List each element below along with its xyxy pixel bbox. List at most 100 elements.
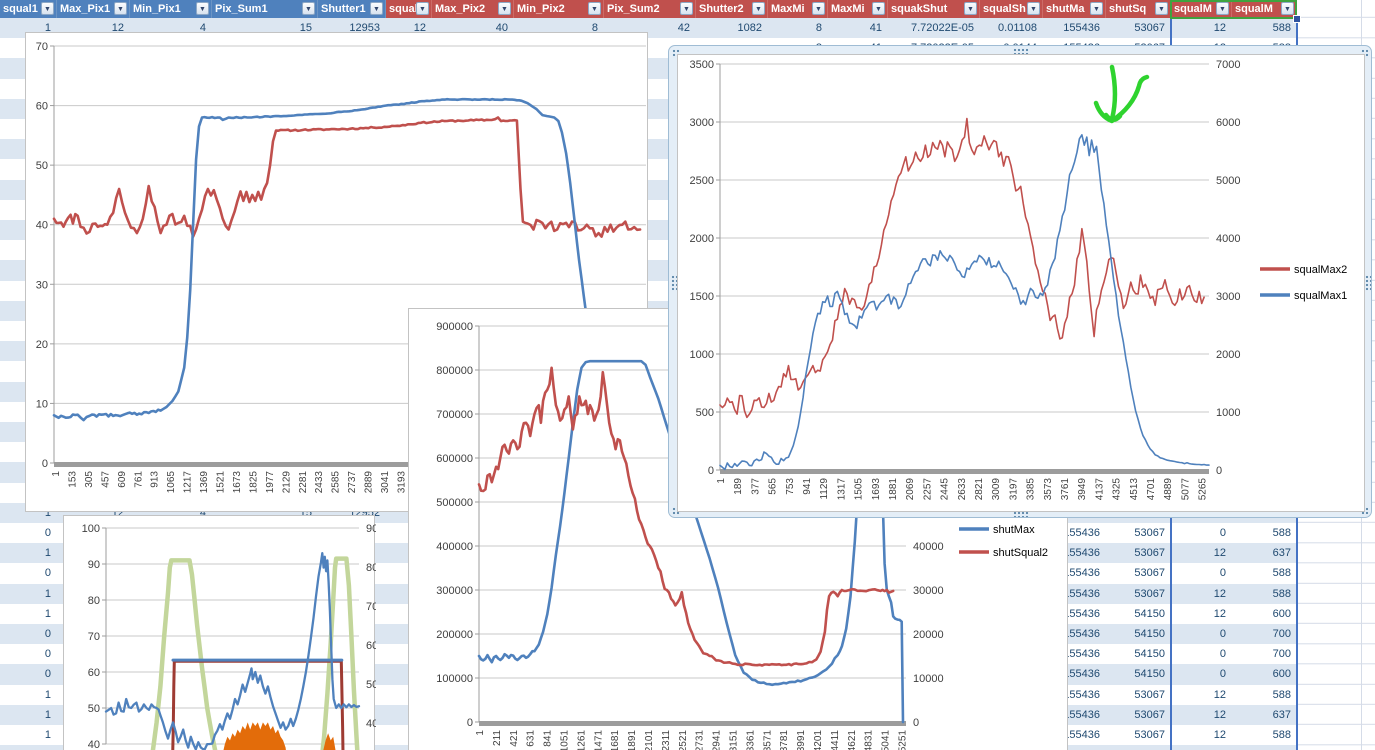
column-header-squalm1[interactable]: squalM ▼ [1171,0,1232,18]
chart-resize-handle[interactable] [1365,274,1371,291]
cell-squal1[interactable]: 1 [44,22,51,34]
cell-squal1[interactable]: 1 [44,547,51,560]
filter-dropdown-icon[interactable]: ▼ [114,2,127,15]
chart-resize-handle[interactable] [1013,48,1029,54]
cell-squalm1[interactable]: 0 [1219,567,1226,580]
cell-squalm2[interactable]: 588 [1272,587,1291,600]
cell-shutsq[interactable]: 53067 [1134,547,1165,560]
cell-squalm2[interactable]: 588 [1272,567,1291,580]
chart-resize-handle[interactable] [672,507,681,516]
cell-squalm1[interactable]: 12 [1213,22,1226,34]
cell-squal1[interactable]: 1 [0,503,51,523]
cell-shutter1[interactable]: 12953 [349,22,380,34]
cell-shutsq[interactable]: 54150 [1134,607,1165,620]
column-header-max_pix1[interactable]: Max_Pix1 ▼ [57,0,130,18]
column-header-shutma[interactable]: shutMa ▼ [1043,0,1106,18]
column-header-min_pix1[interactable]: Min_Pix1 ▼ [130,0,212,18]
cell-squalm2[interactable]: 637 [1272,547,1291,560]
cell-squal2[interactable]: 12 [413,22,426,34]
cell-shutma[interactable]: 155436 [1063,587,1100,600]
filter-dropdown-icon[interactable]: ▼ [41,2,54,15]
filter-dropdown-icon[interactable]: ▼ [872,2,885,15]
filter-dropdown-icon[interactable]: ▼ [498,2,511,15]
cell-squalm1[interactable]: 12 [1171,745,1226,750]
cell-squalm1[interactable]: 0 [1219,648,1226,661]
cell-squal1[interactable]: 0 [44,668,51,681]
cell-squalm2[interactable]: 700 [1272,628,1291,640]
cell-shutma[interactable]: 155436 [1063,648,1100,661]
cell-shutsq[interactable]: 54150 [1134,628,1165,640]
chart-resize-handle[interactable] [672,49,681,58]
column-header-squakshut[interactable]: squakShut ▼ [888,0,980,18]
cell-shutsq[interactable]: 54150 [1106,745,1165,750]
filter-dropdown-icon[interactable]: ▼ [416,2,429,15]
cell-shutsq[interactable]: 54150 [1134,668,1165,681]
cell-maxmi1[interactable]: 8 [815,22,822,34]
cell-shutma[interactable]: 155436 [1063,668,1100,681]
cell-shutma[interactable]: 155436 [1063,22,1100,34]
cell-min_pix1[interactable]: 4 [199,22,206,34]
cell-squalm2[interactable]: 600 [1272,668,1291,681]
column-header-min_pix2[interactable]: Min_Pix2 ▼ [514,0,604,18]
filter-dropdown-icon[interactable]: ▼ [812,2,825,15]
cell-squalm1[interactable]: 0 [1219,668,1226,681]
cell-squalm2[interactable]: 550 [1232,745,1291,750]
column-header-pix_sum1[interactable]: Pix_Sum1 ▼ [212,0,318,18]
cell-min_pix1[interactable]: 4 [130,503,206,523]
filter-dropdown-icon[interactable]: ▼ [370,2,383,15]
cell-squakshut[interactable]: 7.72022E-05 [911,22,974,34]
cell-shutsq[interactable]: 53067 [1134,688,1165,701]
cell-shutma[interactable]: 155436 [1063,729,1100,741]
column-header-squal1[interactable]: squal1 ▼ [0,0,57,18]
cell-shutma[interactable]: 155436 [1063,567,1100,580]
filter-dropdown-icon[interactable]: ▼ [302,2,315,15]
chart-chart-squalmax-selected[interactable]: 3500 3000 2500 2000 1500 1000 500 0 7000 6000 5000… [677,54,1365,512]
cell-squalm2[interactable]: 588 [1272,729,1291,741]
chart-resize-handle[interactable] [1013,511,1029,517]
cell-squalm1[interactable]: 0 [1219,527,1226,539]
column-header-pix_sum2[interactable]: Pix_Sum2 ▼ [604,0,696,18]
fill-handle[interactable] [1293,15,1301,23]
cell-squal1[interactable]: 1 [44,708,51,721]
cell-min_pix2[interactable]: 8 [591,22,598,34]
filter-dropdown-icon[interactable]: ▼ [1090,2,1103,15]
cell-squalm1[interactable]: 12 [1213,688,1226,701]
cell-shutsq[interactable]: 53067 [1134,587,1165,600]
filter-dropdown-icon[interactable]: ▼ [1155,2,1168,15]
filter-dropdown-icon[interactable]: ▼ [752,2,765,15]
cell-squal1[interactable]: 1 [44,729,51,741]
cell-shutma[interactable]: 155436 [1063,628,1100,640]
cell-shutma[interactable]: 155436 [1063,547,1100,560]
column-header-shutter2[interactable]: Shutter2 ▼ [696,0,768,18]
cell-squal1[interactable]: 1 [44,607,51,620]
filter-dropdown-icon[interactable]: ▼ [680,2,693,15]
cell-max_pix2[interactable]: 40 [495,22,508,34]
cell-squalm2[interactable]: 600 [1272,607,1291,620]
filter-dropdown-icon[interactable]: ▼ [196,2,209,15]
column-header-maxmi2[interactable]: MaxMi ▼ [828,0,888,18]
cell-shutma[interactable]: 155436 [1063,688,1100,701]
cell-pix_sum2[interactable]: 42 [677,22,690,34]
cell-squal1[interactable]: 0 [44,527,51,539]
cell-squal1[interactable]: 0 [44,628,51,640]
cell-squal1[interactable]: 0 [44,648,51,661]
cell-squalm1[interactable]: 12 [1213,729,1226,741]
column-header-maxmi1[interactable]: MaxMi ▼ [768,0,828,18]
cell-shutsq[interactable]: 53067 [1134,567,1165,580]
cell-shutsq[interactable]: 54150 [1134,648,1165,661]
filter-dropdown-icon[interactable]: ▼ [588,2,601,15]
chart-resize-handle[interactable] [671,274,677,291]
cell-squalm1[interactable]: 12 [1213,607,1226,620]
cell-squal1[interactable]: 1 [44,688,51,701]
cell-squalm2[interactable]: 588 [1272,22,1291,34]
cell-squalm2[interactable]: 637 [1272,708,1291,721]
column-header-shutter1[interactable]: Shutter1 ▼ [318,0,386,18]
cell-squalm1[interactable]: 12 [1213,587,1226,600]
filter-dropdown-icon[interactable]: ▼ [1027,2,1040,15]
cell-shutsq[interactable]: 53067 [1134,729,1165,741]
cell-squalm2[interactable]: 588 [1272,527,1291,539]
cell-squalm1[interactable]: 0 [1219,628,1226,640]
chart-chart-multi-series[interactable]: 100 90 80 70 60 50 40 90 80 70 60 50 40 [63,515,378,750]
chart-resize-handle[interactable] [1361,49,1370,58]
cell-squalm1[interactable]: 12 [1213,708,1226,721]
